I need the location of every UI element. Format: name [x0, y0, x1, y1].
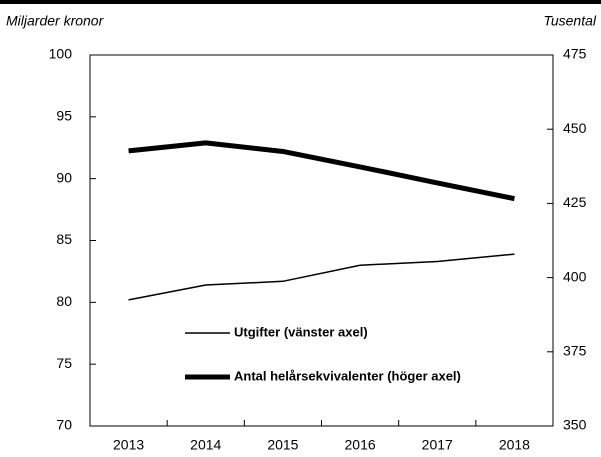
y2-tick-label: 375 — [563, 343, 587, 359]
legend-label: Utgifter (vänster axel) — [234, 324, 368, 339]
y-tick-label: 75 — [56, 355, 72, 371]
x-tick-label: 2017 — [422, 437, 453, 453]
y2-tick-label: 475 — [563, 46, 587, 62]
y2-axis-label: Tusental — [543, 13, 597, 29]
y-tick-label: 100 — [49, 46, 73, 62]
y-tick-label: 95 — [56, 108, 72, 124]
x-tick-label: 2014 — [190, 437, 221, 453]
y-tick-label: 90 — [56, 169, 72, 185]
y2-tick-label: 450 — [563, 120, 587, 136]
y-tick-label: 80 — [56, 293, 72, 309]
y-tick-label: 85 — [56, 231, 72, 247]
y2-tick-label: 425 — [563, 194, 587, 210]
y-tick-label: 70 — [56, 417, 72, 433]
x-tick-label: 2015 — [267, 437, 298, 453]
x-tick-label: 2013 — [113, 437, 144, 453]
y-axis-label: Miljarder kronor — [6, 13, 105, 29]
series-line — [128, 140, 515, 202]
y2-tick-label: 350 — [563, 417, 587, 433]
x-tick-label: 2018 — [499, 437, 530, 453]
series-line — [128, 253, 515, 301]
x-tick-label: 2016 — [345, 437, 376, 453]
header-bar — [0, 0, 601, 4]
legend-label: Antal helårsekvivalenter (höger axel) — [234, 368, 461, 383]
y2-tick-label: 400 — [563, 268, 587, 284]
